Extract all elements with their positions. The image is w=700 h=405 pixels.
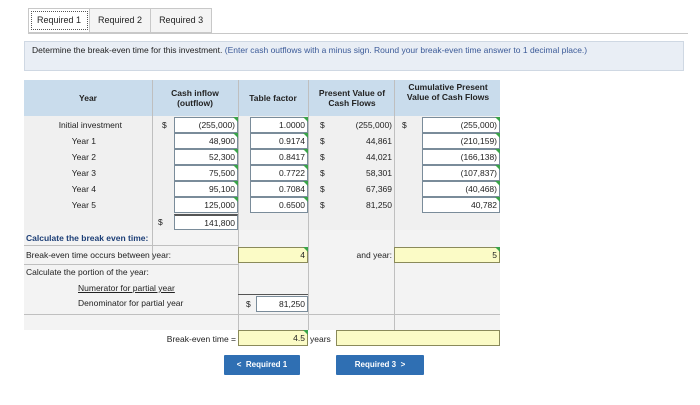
currency-symbol: $ [320, 136, 325, 146]
cumulative-input[interactable]: (40,468) [422, 181, 500, 197]
breakeven-time-empty-input[interactable] [336, 330, 500, 346]
currency-symbol: $ [246, 299, 251, 309]
currency-symbol: $ [320, 184, 325, 194]
header-cash-flow: Cash inflow (outflow) [171, 88, 219, 108]
currency-symbol: $ [320, 120, 325, 130]
cash-flow-input[interactable]: 75,500 [174, 165, 238, 181]
breakeven-time-input[interactable]: 4.5 [238, 330, 308, 346]
factor-input[interactable]: 0.6500 [250, 197, 308, 213]
breakeven-year-from-input[interactable]: 4 [238, 247, 308, 263]
pv-value: 44,021 [366, 152, 392, 162]
tab-divider [28, 33, 688, 34]
occurs-label: Break-even time occurs between year: [26, 250, 172, 260]
chevron-right-icon: > [400, 360, 406, 369]
cash-flow-input[interactable]: 48,900 [174, 133, 238, 149]
currency-symbol: $ [158, 217, 163, 227]
denominator-input[interactable]: 81,250 [256, 296, 308, 312]
factor-input[interactable]: 0.9174 [250, 133, 308, 149]
cumulative-input[interactable]: (166,138) [422, 149, 500, 165]
portion-label: Calculate the portion of the year: [26, 267, 149, 277]
factor-input[interactable]: 0.8417 [250, 149, 308, 165]
row-label: Year 2 [71, 152, 96, 162]
row-label: Year 5 [71, 200, 96, 210]
row-label: Year 1 [71, 136, 96, 146]
header-present-value: Present Value of Cash Flows [318, 88, 386, 108]
row-label: Initial investment [58, 120, 122, 130]
time-unit: years [310, 334, 331, 344]
header-table-factor: Table factor [249, 93, 297, 103]
calc-section-bg [24, 230, 500, 330]
pv-value: 67,369 [366, 184, 392, 194]
prev-button-label: Required 1 [245, 360, 288, 369]
cash-flow-input[interactable]: 52,300 [174, 149, 238, 165]
cumulative-input[interactable]: (255,000) [422, 117, 500, 133]
row-label: Year 3 [71, 168, 96, 178]
instructions-text: Determine the break-even time for this i… [32, 45, 223, 55]
factor-input[interactable]: 0.7084 [250, 181, 308, 197]
prev-required-button[interactable]: < Required 1 [224, 355, 300, 375]
currency-symbol: $ [320, 152, 325, 162]
next-required-button[interactable]: Required 3 > [336, 355, 424, 375]
cumulative-input[interactable]: 40,782 [422, 197, 500, 213]
next-button-label: Required 3 [354, 360, 397, 369]
cumulative-input[interactable]: (107,837) [422, 165, 500, 181]
factor-input[interactable]: 1.0000 [250, 117, 308, 133]
and-year-label: and year: [356, 250, 392, 260]
breakeven-year-to-input[interactable]: 5 [394, 247, 500, 263]
row-label: Year 4 [71, 184, 96, 194]
table-header-bg [24, 80, 500, 116]
cash-flow-input[interactable]: 125,000 [174, 197, 238, 213]
denominator-label: Denominator for partial year [78, 298, 184, 308]
total-cash-flow: 141,800 [174, 214, 238, 230]
numerator-label: Numerator for partial year [78, 283, 175, 293]
instructions-note: (Enter cash outflows with a minus sign. … [222, 45, 588, 55]
tab-bar: Required 1 Required 2 Required 3 [28, 8, 213, 33]
cash-flow-input[interactable]: (255,000) [174, 117, 238, 133]
instructions-panel: Determine the break-even time for this i… [24, 41, 684, 71]
breakeven-time-label: Break-even time = [166, 334, 236, 344]
tab-required-2[interactable]: Required 2 [90, 9, 152, 32]
section-title: Calculate the break even time: [26, 233, 149, 243]
currency-symbol: $ [320, 168, 325, 178]
pv-value: (255,000) [355, 120, 392, 130]
tab-required-3[interactable]: Required 3 [159, 15, 204, 25]
header-cumulative-pv: Cumulative Present Value of Cash Flows [406, 82, 490, 102]
breakeven-worksheet: Year Cash inflow (outflow) Table factor … [24, 80, 500, 330]
currency-symbol: $ [402, 120, 407, 130]
cumulative-input[interactable]: (210,159) [422, 133, 500, 149]
currency-symbol: $ [162, 120, 167, 130]
pv-value: 81,250 [366, 200, 392, 210]
pv-value: 44,861 [366, 136, 392, 146]
tab-required-1[interactable]: Required 1 [29, 9, 91, 32]
pv-value: 58,301 [366, 168, 392, 178]
factor-input[interactable]: 0.7722 [250, 165, 308, 181]
currency-symbol: $ [320, 200, 325, 210]
header-year: Year [79, 93, 97, 103]
chevron-left-icon: < [236, 360, 242, 369]
cash-flow-input[interactable]: 95,100 [174, 181, 238, 197]
